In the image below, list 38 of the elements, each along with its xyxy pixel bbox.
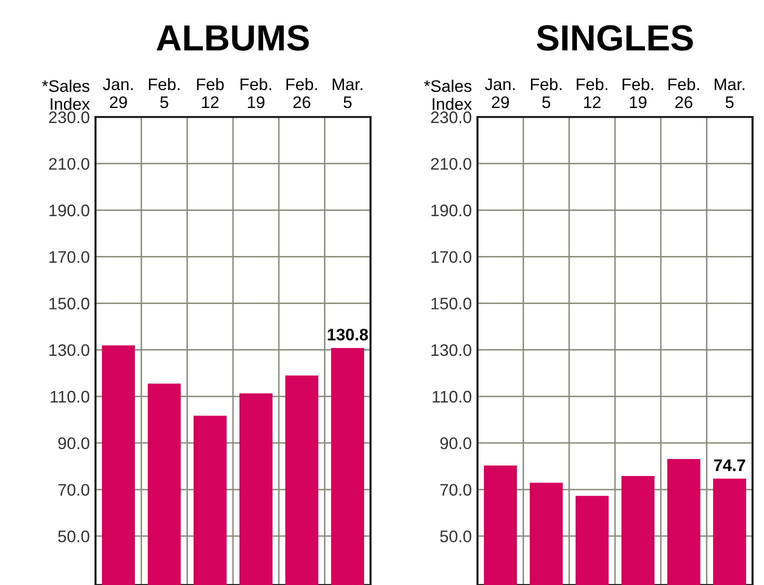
x-tick-label: Feb. 26 [286,78,317,108]
x-tick-label: Feb. 12 [576,78,608,108]
y-tick-label: 50.0 [440,530,472,542]
y-tick-label: 210.0 [431,158,472,170]
y-tick-label: 210.0 [49,158,90,170]
y-tick-label: 170.0 [50,251,90,263]
x-tick-label: Feb. 5 [530,78,562,108]
y-tick-label: 130.0 [50,344,90,356]
y-tick-label: 50.0 [58,530,90,542]
y-tick-label: 230.0 [431,111,472,124]
y-tick-label: 230.0 [49,111,90,124]
x-tick-label: Mar. 5 [714,78,744,108]
y-tick-label: 150.0 [432,298,472,310]
y-tick-label: 70.0 [440,484,472,496]
x-tick-label: Feb. 19 [622,78,654,108]
y-tick-label: 110.0 [50,390,90,403]
data-label: 74.7 [714,460,746,471]
x-tick-label: Mar. 5 [332,78,362,108]
y-tick-label: 130.0 [432,344,472,356]
y-tick-label: 90.0 [440,437,472,450]
y-tick-label: 190.0 [432,204,472,216]
y-tick-label: 170.0 [432,251,472,263]
y-tick-label: 190.0 [50,204,90,216]
chart-title: SINGLES [536,25,693,51]
x-tick-label: Feb. 5 [148,78,180,108]
y-tick-label: 110.0 [432,390,472,403]
y-tick-label: 90.0 [58,437,90,450]
x-tick-label: Feb 12 [197,78,224,108]
y-tick-label: 150.0 [50,298,90,310]
y-axis-title: *Sales Index [42,80,90,110]
data-label: 130.8 [328,328,368,341]
y-axis-title: *Sales Index [424,80,472,110]
x-tick-label: Jan. 29 [102,78,133,108]
y-tick-label: 70.0 [58,484,90,496]
x-tick-label: Feb. 19 [240,78,272,108]
chart-title: ALBUMS [156,25,309,51]
x-tick-label: Jan. 29 [484,78,515,108]
x-tick-label: Feb. 26 [668,78,699,108]
